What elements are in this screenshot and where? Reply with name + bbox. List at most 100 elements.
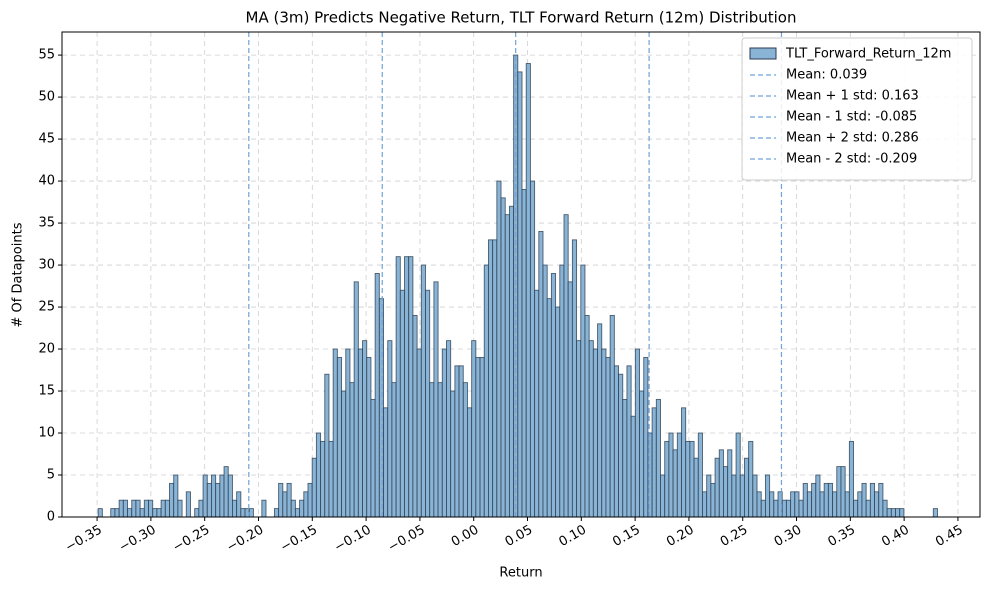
bar — [248, 508, 254, 518]
bar — [588, 340, 594, 518]
bar — [299, 499, 305, 518]
bar — [555, 306, 561, 518]
bar — [613, 365, 619, 518]
bar — [580, 264, 586, 518]
bar — [341, 390, 347, 518]
bar — [550, 273, 557, 518]
bar — [110, 508, 116, 518]
bar — [806, 491, 813, 518]
bar — [127, 508, 133, 518]
x-tick-label: 0.40 — [879, 523, 912, 550]
bar — [332, 348, 338, 518]
bar — [802, 482, 808, 518]
bar — [387, 340, 393, 518]
bar — [378, 298, 384, 518]
bar — [832, 491, 838, 518]
x-tick-label: 0.10 — [556, 523, 589, 550]
bar — [605, 356, 611, 518]
bar — [848, 440, 855, 518]
bar — [723, 466, 729, 518]
bar — [202, 474, 208, 518]
bar — [672, 449, 678, 518]
bar — [215, 482, 221, 518]
bar — [118, 499, 124, 518]
bar — [660, 474, 666, 518]
bar — [773, 499, 779, 518]
y-tick-label: 35 — [38, 216, 55, 231]
bar — [529, 180, 536, 518]
x-tick-label: 0.00 — [449, 523, 482, 550]
bar — [160, 499, 166, 518]
bar — [303, 491, 309, 518]
bar — [823, 482, 829, 518]
x-tick-label: −0.35 — [63, 523, 105, 556]
bar — [597, 323, 603, 518]
bar — [483, 264, 489, 518]
bar — [429, 382, 435, 518]
bar — [97, 508, 103, 518]
bar — [739, 474, 745, 518]
bar — [152, 508, 158, 518]
bar — [479, 356, 485, 518]
legend-label: Mean + 1 std: 0.163 — [786, 89, 919, 104]
bar — [710, 482, 716, 518]
bar — [882, 499, 888, 518]
bar — [307, 482, 313, 518]
bar — [743, 457, 750, 518]
bar — [895, 508, 901, 518]
bar — [357, 348, 363, 518]
bar — [286, 482, 292, 518]
bar — [874, 491, 880, 518]
bar — [433, 281, 439, 518]
y-tick-label: 40 — [38, 174, 55, 189]
bar — [336, 356, 343, 518]
bar — [890, 508, 896, 518]
x-tick-label: −0.15 — [278, 523, 320, 556]
bar — [878, 482, 884, 518]
bar — [370, 398, 376, 518]
bar — [861, 482, 867, 518]
bar — [219, 474, 225, 518]
bar — [546, 298, 552, 518]
bar — [395, 256, 401, 518]
bar — [211, 474, 217, 518]
bar — [584, 314, 590, 518]
bar — [324, 373, 330, 518]
bar — [618, 373, 624, 518]
bar — [450, 390, 456, 518]
bar — [727, 449, 733, 518]
bar — [185, 491, 191, 518]
bar — [273, 508, 280, 518]
bar — [471, 340, 477, 518]
bar — [718, 449, 724, 518]
bar — [261, 499, 267, 518]
bar — [349, 382, 355, 518]
bar — [681, 407, 687, 518]
bar — [534, 289, 540, 518]
bar — [320, 440, 326, 518]
bar — [496, 180, 502, 518]
bar — [441, 348, 447, 518]
bar — [676, 432, 682, 518]
bar — [869, 482, 875, 518]
y-axis-label: # Of Datapoints — [11, 222, 26, 327]
bar — [223, 466, 229, 518]
bar — [592, 348, 599, 518]
legend-label: Mean - 1 std: -0.085 — [786, 110, 917, 125]
bar — [798, 499, 804, 518]
bar — [521, 189, 527, 518]
y-tick-label: 55 — [38, 48, 55, 63]
bar — [328, 440, 334, 518]
bar — [576, 340, 582, 518]
bar — [236, 491, 242, 518]
bar — [374, 273, 380, 518]
chart-title: MA (3m) Predicts Negative Return, TLT Fo… — [246, 9, 797, 27]
bar — [404, 256, 410, 518]
bar — [651, 407, 657, 518]
bar — [538, 231, 544, 518]
bar — [819, 491, 825, 518]
bar — [664, 440, 670, 518]
plot-frame — [61, 31, 981, 518]
bar — [282, 491, 288, 518]
